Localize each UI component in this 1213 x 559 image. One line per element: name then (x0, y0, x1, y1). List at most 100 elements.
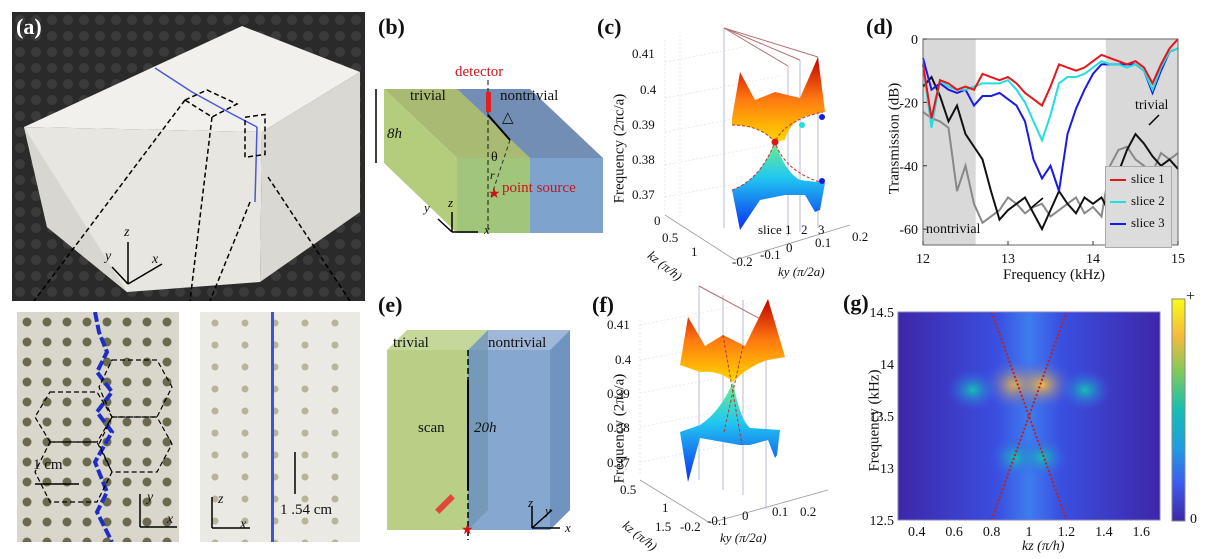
panel-a-photo: (a) z y x (12, 12, 365, 301)
xtick-label: 0.4 (908, 525, 926, 540)
ky-tick-c-3: 0.1 (815, 235, 832, 250)
interface-line (271, 312, 274, 542)
schematic-b: ★ (375, 80, 603, 233)
delta-symbol: △ (502, 110, 514, 126)
upper-band-surface (732, 57, 825, 142)
scale-label-154cm: 1 .54 cm (280, 502, 333, 518)
heatmap-hotspot (946, 369, 999, 411)
schematic-e: ★ (387, 330, 570, 540)
xtick-label: 15 (1171, 252, 1185, 267)
colorbar-max-label: + (1186, 288, 1196, 305)
xtick-label: 1.2 (1058, 525, 1076, 540)
colorbar (1171, 298, 1186, 522)
annotation-trivial: trivial (1135, 98, 1169, 113)
chart-d-xlabel: Frequency (kHz) (1003, 267, 1106, 283)
heatmap-hotspot (1009, 358, 1075, 411)
ytick-f-2: 0.39 (607, 386, 630, 401)
xtick-label: 12 (916, 252, 930, 267)
inset-right-axis-z: z (218, 492, 224, 507)
heatmap-hotspot (1016, 436, 1069, 479)
kz-tick-f-1: 1 (662, 500, 669, 515)
slice3-marker-lower (819, 178, 825, 184)
slice-label-2: 2 (801, 222, 808, 237)
legend-swatch-slice1 (1110, 179, 1126, 181)
axis-label-b-y: y (424, 200, 430, 215)
ytick-label: -60 (899, 223, 918, 238)
ky-tick-f-1: -0.1 (707, 513, 728, 528)
ky-label-f: ky (π/2a) (720, 530, 767, 545)
source-star: ★ (461, 523, 474, 538)
ky-tick-c-1: -0.1 (760, 247, 781, 262)
xtick-label: 0.6 (945, 525, 963, 540)
ky-tick-f-3: 0.1 (772, 504, 789, 519)
nontrivial-label-b: nontrivial (500, 88, 559, 104)
ytick-label: -20 (899, 96, 918, 111)
ytick-label: 13 (880, 462, 894, 477)
ytick-c-3: 0.38 (632, 152, 655, 167)
legend-swatch-slice2 (1110, 201, 1126, 203)
probe-bar (435, 494, 455, 514)
chart-g-ylabel: Frequency (kHz) (866, 369, 883, 472)
foam-block-illustration (12, 12, 365, 301)
axes-triad-e (531, 506, 560, 529)
colorbar-min-label: 0 (1190, 512, 1197, 527)
shaded-band-0 (923, 39, 976, 245)
ytick-c-2: 0.39 (632, 117, 655, 132)
panel-label-e: (e) (378, 292, 403, 317)
series-line-trivial (922, 75, 1179, 232)
axis-label-x: x (152, 252, 159, 267)
r-symbol: r (490, 168, 495, 182)
heatmap-frame (897, 311, 1161, 521)
height-label-20h: 20h (474, 420, 497, 436)
ky-tick-f-0: -0.2 (680, 519, 701, 534)
ytick-c-0: 0.41 (632, 46, 655, 61)
ytick-c-1: 0.4 (640, 82, 657, 97)
scale-label-1cm: 1 cm (33, 457, 63, 473)
inset-side-surface: 1 .54 cm z x (200, 312, 360, 542)
slice2-marker (799, 122, 805, 128)
heatmap-background (898, 312, 1160, 520)
lower-band-surface (732, 142, 825, 230)
ky-tick-f-2: 0 (742, 508, 749, 523)
ky-tick-c-2: 0 (786, 240, 793, 255)
trivial-label-e: trivial (393, 335, 429, 351)
xtick-label: 1.6 (1133, 525, 1151, 540)
band-surface-f (639, 285, 829, 524)
ytick-f-1: 0.4 (615, 352, 632, 367)
plot-frame (922, 38, 1179, 246)
legend-label-slice1: slice 1 (1131, 171, 1165, 186)
xtick-label: 14 (1086, 252, 1100, 267)
ytick-label: 12.5 (870, 514, 895, 529)
ky-tick-c-0: -0.2 (732, 254, 753, 269)
height-label-8h: 8h (387, 126, 402, 142)
upper-band-surface-f (680, 299, 785, 382)
inset-left-axis-y: y (147, 490, 154, 505)
inset-top-surface: 1 cm y x (17, 312, 179, 542)
series-line-slice-2 (922, 47, 1179, 144)
point-source-label: point source (502, 180, 576, 196)
xtick-label: 1.4 (1095, 525, 1113, 540)
slice-label-1: slice 1 (758, 222, 792, 237)
ytick-f-3: 0.38 (607, 420, 630, 435)
axes-triad-b (437, 212, 478, 233)
axis-label-e-z: z (528, 495, 534, 510)
kz-tick-f-2: 1.5 (655, 519, 672, 534)
panel-label-f: (f) (592, 292, 614, 317)
panel-label-c: (c) (597, 14, 622, 39)
ytick-label: 14 (880, 358, 894, 373)
band-surface-c (664, 27, 851, 261)
chart-g-xlabel: kz (π/h) (1022, 539, 1065, 554)
nontrivial-label-e: nontrivial (488, 335, 547, 351)
axis-label-e-x: x (565, 520, 571, 535)
ytick-label: 0 (911, 33, 918, 48)
annotation-nontrivial: nontrivial (926, 222, 981, 237)
ky-tick-f-4: 0.2 (800, 504, 817, 519)
axis-label-e-y: y (545, 503, 551, 518)
panel-label-d: (d) (866, 14, 893, 39)
inset-right-axis-x: x (240, 517, 247, 532)
axis-label-y: y (105, 249, 112, 264)
ky-tick-c-4: 0.2 (852, 229, 869, 244)
slice3-marker-upper (819, 114, 825, 120)
panel-label-b: (b) (378, 14, 405, 39)
xtick-label: 13 (1001, 252, 1015, 267)
